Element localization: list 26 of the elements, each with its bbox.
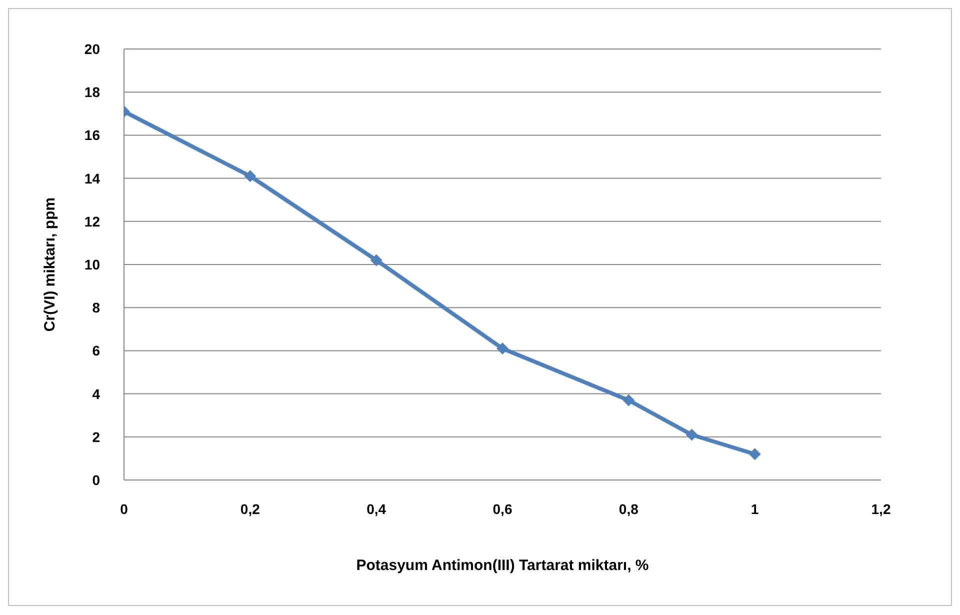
- y-tick-label: 18: [84, 84, 100, 100]
- point: [244, 170, 256, 182]
- point: [370, 254, 382, 266]
- x-axis-title: Potasyum Antimon(III) Tartarat miktarı, %: [356, 557, 649, 574]
- point: [496, 342, 508, 355]
- y-tick-label: 10: [84, 256, 100, 272]
- y-tick-label: 2: [92, 428, 100, 445]
- x-tick-label: 0,2: [240, 500, 260, 517]
- y-axis-title: Cr(VI) miktarı, ppm: [41, 197, 58, 332]
- point: [686, 428, 698, 441]
- x-tick-label: 0,4: [366, 500, 386, 517]
- x-tick-label: 1,2: [871, 500, 891, 517]
- y-tick-label: 12: [84, 213, 100, 230]
- y-tick-label: 20: [84, 40, 100, 57]
- x-tick-label: 0,8: [618, 500, 639, 517]
- x-tick-label: 1: [750, 500, 759, 517]
- x-tick-label: 0: [120, 500, 128, 517]
- y-tick-label: 14: [84, 170, 100, 186]
- y-tick-label: 8: [92, 300, 100, 316]
- point: [622, 394, 635, 406]
- y-tick-label: 6: [92, 342, 100, 359]
- point: [748, 448, 761, 460]
- y-tick-label: 16: [84, 127, 100, 144]
- y-tick-label: 4: [92, 386, 100, 402]
- y-tick-label: 0: [92, 472, 100, 488]
- x-tick-label: 0,6: [492, 500, 512, 517]
